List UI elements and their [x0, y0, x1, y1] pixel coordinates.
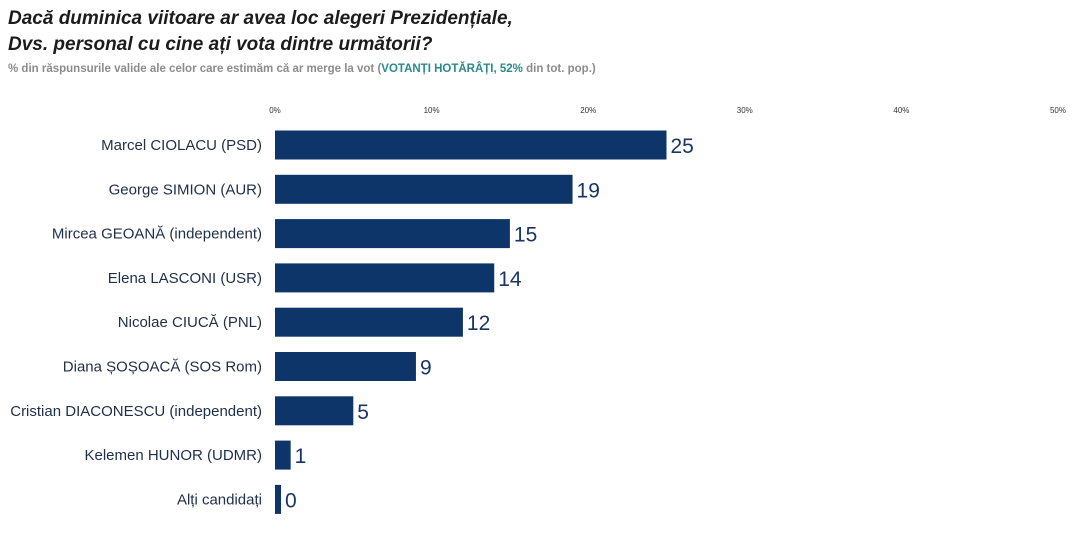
- chart-title: Dacă duminica viitoare ar avea loc alege…: [8, 6, 908, 58]
- bar: [275, 130, 667, 160]
- x-tick-label: 0%: [269, 106, 281, 115]
- value-label: 12: [467, 312, 490, 335]
- subtitle-text-start: % din răspunsurile valide ale celor care…: [8, 63, 382, 75]
- category-label: Cristian DIACONESCU (independent): [10, 403, 262, 420]
- category-label: Mircea GEOANĂ (independent): [52, 226, 262, 243]
- category-label: Diana ȘOȘOACĂ (SOS Rom): [63, 359, 262, 376]
- chart-title-line2: Dvs. personal cu cine ați vota dintre ur…: [8, 34, 433, 55]
- x-tick-label: 50%: [1050, 106, 1066, 115]
- category-label: Alți candidați: [177, 491, 262, 508]
- value-label: 5: [357, 401, 369, 424]
- chart-subtitle: % din răspunsurile valide ale celor care…: [8, 63, 596, 75]
- bar: [275, 307, 463, 337]
- category-label: George SIMION (AUR): [109, 181, 262, 198]
- subtitle-highlight: VOTANȚI HOTĂRÂȚI, 52%: [381, 63, 523, 75]
- subtitle-text-end: din tot. pop.): [522, 63, 596, 75]
- bar: [275, 174, 573, 204]
- category-label: Nicolae CIUCĂ (PNL): [118, 314, 262, 331]
- value-label: 15: [514, 224, 537, 247]
- bar: [275, 484, 281, 514]
- x-tick-label: 10%: [424, 106, 440, 115]
- x-tick-label: 40%: [893, 106, 909, 115]
- bar: [275, 352, 416, 381]
- bar: [275, 219, 510, 249]
- x-tick-label: 30%: [737, 106, 753, 115]
- x-tick-label: 20%: [580, 106, 596, 115]
- bar: [275, 263, 495, 293]
- category-label: Marcel CIOLACU (PSD): [101, 137, 262, 154]
- value-label: 9: [420, 357, 432, 380]
- category-label: Kelemen HUNOR (UDMR): [84, 447, 262, 464]
- bar: [275, 396, 354, 426]
- value-label: 1: [295, 445, 307, 468]
- value-label: 14: [498, 268, 522, 291]
- value-label: 25: [671, 135, 694, 158]
- value-label: 19: [577, 179, 600, 202]
- bar: [275, 440, 291, 470]
- chart-title-line1: Dacă duminica viitoare ar avea loc alege…: [8, 8, 513, 29]
- category-label: Elena LASCONI (USR): [108, 270, 262, 287]
- value-label: 0: [285, 489, 297, 512]
